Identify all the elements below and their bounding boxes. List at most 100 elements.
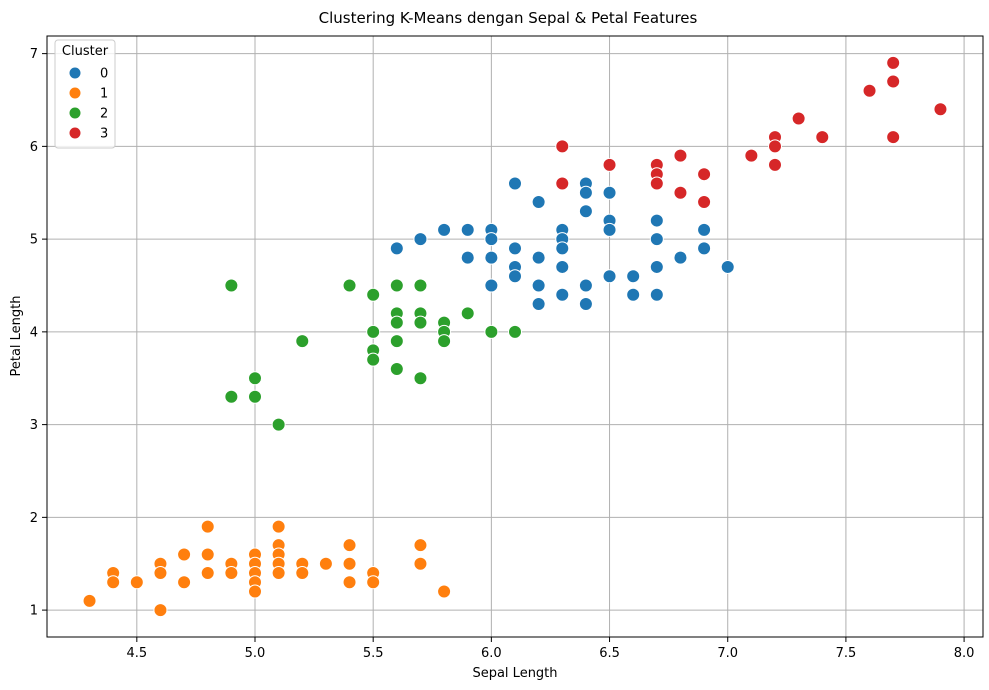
- data-point: [886, 74, 901, 89]
- y-tick-label: 4: [30, 325, 38, 340]
- y-axis-ticks: 1 2 3 4 5 6 7: [30, 47, 47, 619]
- data-point: [366, 575, 381, 590]
- data-point: [153, 566, 168, 581]
- plot-frame: [46, 35, 984, 638]
- data-point: [248, 584, 262, 599]
- legend-label: 0: [100, 67, 108, 82]
- data-point: [720, 259, 735, 274]
- data-point: [484, 232, 499, 247]
- data-point: [389, 278, 404, 293]
- data-point: [508, 241, 522, 256]
- data-point: [768, 139, 782, 154]
- data-point: [460, 306, 475, 321]
- legend-marker: [68, 106, 82, 120]
- x-tick-label: 6.5: [599, 646, 620, 661]
- x-tick-label: 5.5: [363, 646, 384, 661]
- data-point: [626, 269, 641, 284]
- data-point: [389, 241, 404, 256]
- data-point: [531, 195, 546, 210]
- data-point: [531, 278, 546, 293]
- y-tick-label: 2: [30, 511, 38, 526]
- data-point: [531, 297, 546, 312]
- legend-marker: [68, 86, 82, 100]
- data-point: [578, 297, 593, 312]
- data-point: [815, 130, 830, 145]
- data-point: [460, 250, 475, 265]
- y-tick-label: 6: [30, 140, 38, 155]
- data-point: [248, 371, 262, 386]
- data-point: [744, 148, 759, 163]
- data-point: [342, 575, 357, 590]
- data-point: [271, 566, 286, 581]
- y-tick-label: 3: [30, 418, 38, 433]
- data-point: [649, 213, 664, 228]
- x-tick-label: 8.0: [954, 646, 975, 661]
- y-tick-label: 1: [30, 604, 38, 619]
- data-point: [578, 204, 593, 219]
- data-point: [578, 185, 593, 200]
- data-point: [153, 603, 168, 618]
- legend-box: [54, 39, 116, 149]
- data-point: [555, 139, 570, 154]
- x-tick-label: 5.0: [245, 646, 266, 661]
- data-point: [555, 241, 570, 256]
- data-point: [602, 185, 617, 200]
- data-point: [413, 232, 428, 247]
- data-point: [555, 259, 570, 274]
- legend-marker: [68, 126, 82, 140]
- data-point: [697, 195, 712, 210]
- y-tick-label: 5: [30, 233, 38, 248]
- data-point: [578, 278, 593, 293]
- data-point: [82, 593, 97, 608]
- data-point: [649, 232, 664, 247]
- data-point: [437, 334, 452, 349]
- data-point: [555, 287, 570, 302]
- data-point: [602, 157, 617, 172]
- y-tick-label: 7: [30, 47, 38, 62]
- data-point: [649, 176, 664, 191]
- data-point: [555, 176, 570, 191]
- series-cluster-2: [224, 278, 522, 432]
- data-point: [508, 176, 522, 191]
- data-point: [224, 566, 239, 581]
- data-point: [697, 167, 712, 182]
- data-point: [626, 287, 641, 302]
- data-point: [791, 111, 806, 126]
- data-points: [82, 55, 948, 618]
- data-point: [649, 259, 664, 274]
- data-point: [460, 222, 475, 237]
- x-tick-label: 4.5: [126, 646, 147, 661]
- legend: Cluster 0 1 2 3: [54, 39, 116, 149]
- x-tick-label: 7.5: [836, 646, 857, 661]
- data-point: [437, 584, 452, 599]
- legend-label: 1: [100, 87, 108, 102]
- data-point: [933, 102, 948, 117]
- data-point: [342, 556, 357, 571]
- data-point: [200, 566, 215, 581]
- data-point: [366, 287, 381, 302]
- data-point: [342, 278, 357, 293]
- data-point: [224, 278, 239, 293]
- data-point: [649, 287, 664, 302]
- data-point: [413, 315, 428, 330]
- data-point: [673, 148, 688, 163]
- x-axis-label: Sepal Length: [472, 666, 557, 681]
- data-point: [389, 361, 404, 376]
- data-point: [673, 250, 688, 265]
- data-point: [508, 269, 522, 284]
- series-cluster-3: [555, 55, 948, 210]
- y-axis-label: Petal Length: [9, 295, 24, 376]
- data-point: [413, 371, 428, 386]
- data-point: [697, 222, 712, 237]
- data-point: [177, 575, 192, 590]
- data-point: [484, 278, 499, 293]
- data-point: [295, 334, 310, 349]
- data-point: [768, 157, 782, 172]
- data-point: [318, 556, 333, 571]
- legend-title: Cluster: [62, 44, 109, 59]
- data-point: [389, 334, 404, 349]
- data-point: [366, 324, 381, 339]
- x-tick-label: 6.0: [481, 646, 502, 661]
- data-point: [484, 324, 499, 339]
